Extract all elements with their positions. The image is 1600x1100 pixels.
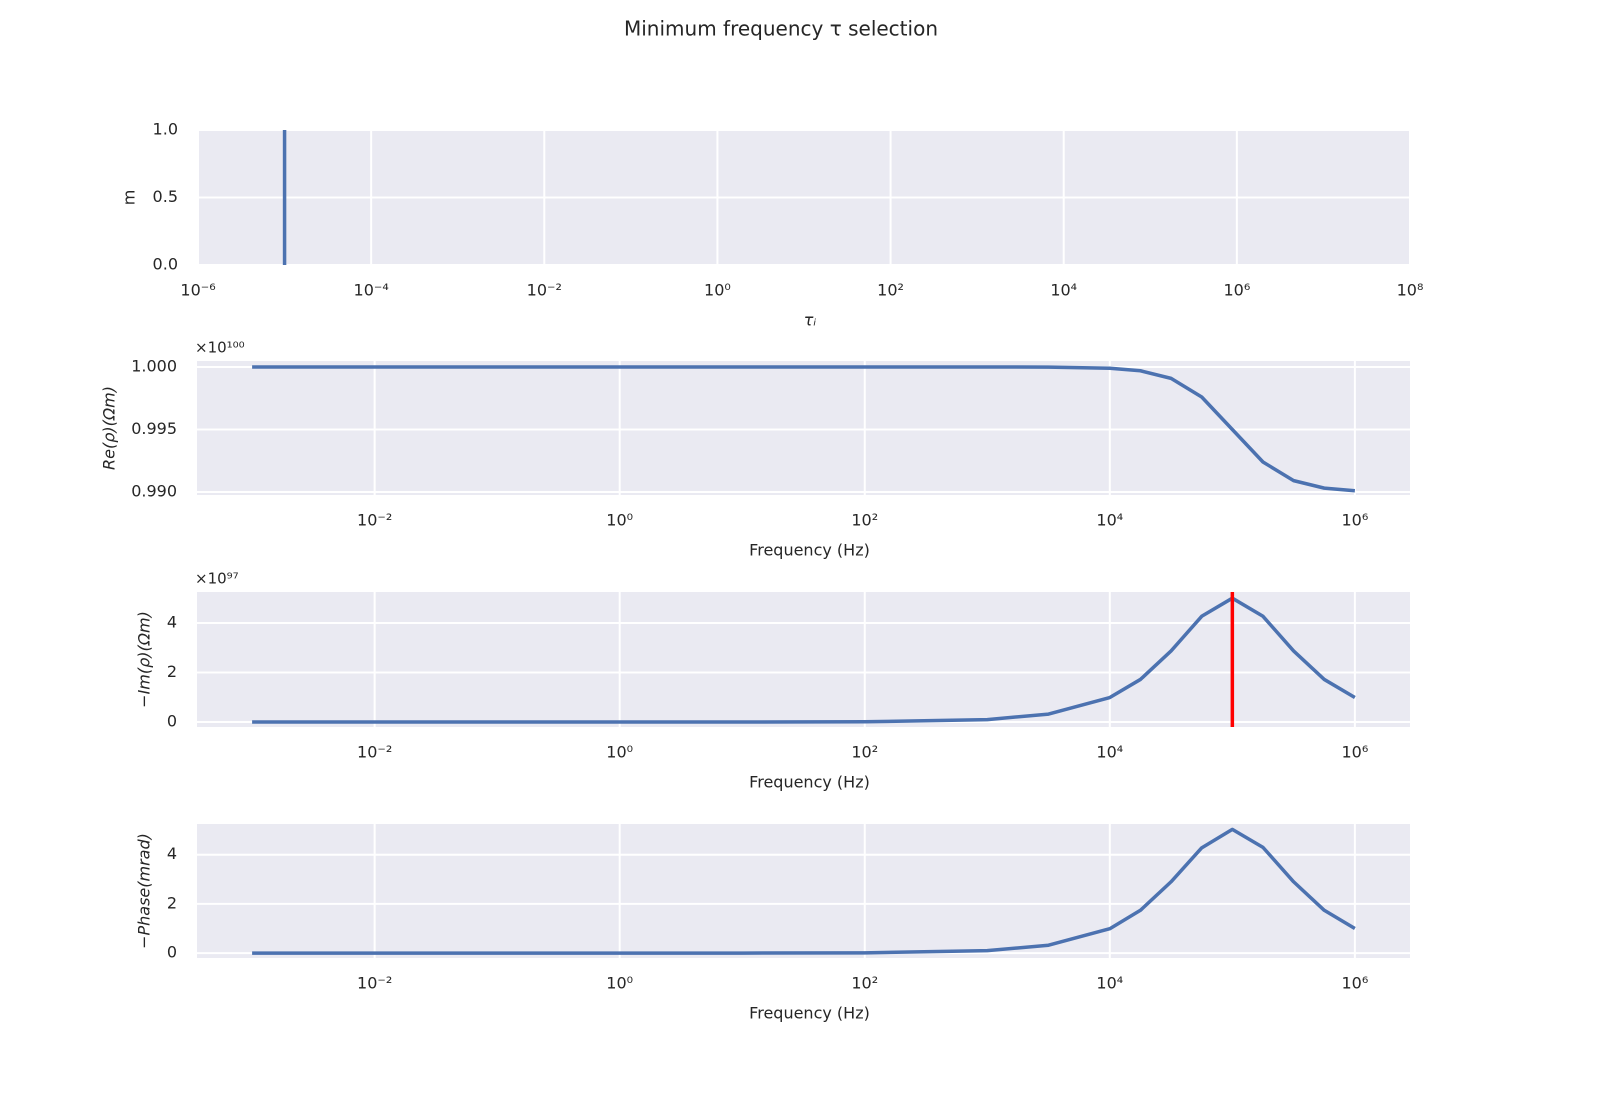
y-tick-label: 0.5 xyxy=(153,187,178,206)
x-tick-label: 10⁶ xyxy=(1341,743,1368,762)
y-axis-label: m xyxy=(120,190,139,206)
x-axis-label: Frequency (Hz) xyxy=(749,773,870,792)
y-offset-label: ×10¹⁰⁰ xyxy=(195,339,245,357)
data-line xyxy=(252,365,1356,493)
figure-title: Minimum frequency τ selection xyxy=(624,17,938,41)
x-tick-label: 10⁴ xyxy=(1096,743,1123,762)
x-axis-label: Frequency (Hz) xyxy=(749,1004,870,1023)
plot-area xyxy=(197,824,1410,958)
x-tick-label: 10⁻² xyxy=(527,281,562,300)
y-tick-label: 1.000 xyxy=(131,357,177,376)
x-tick-label: 10⁻⁶ xyxy=(180,281,215,300)
x-tick-label: 10² xyxy=(851,511,878,530)
plot-area xyxy=(197,361,1410,495)
x-tick-label: 10⁴ xyxy=(1050,281,1077,300)
x-tick-label: 10⁻² xyxy=(357,511,392,530)
x-axis-label: Frequency (Hz) xyxy=(749,541,870,560)
y-tick-label: 4 xyxy=(167,844,177,863)
x-tick-label: 10⁶ xyxy=(1223,281,1250,300)
y-tick-label: 4 xyxy=(167,612,177,631)
y-axis-label: −Im(ρ)(Ωm) xyxy=(135,611,154,708)
y-offset-label: ×10⁹⁷ xyxy=(195,570,239,588)
x-tick-label: 10⁰ xyxy=(606,974,633,993)
y-tick-label: 0.990 xyxy=(131,482,177,501)
x-tick-label: 10⁻² xyxy=(357,743,392,762)
x-tick-label: 10² xyxy=(851,974,878,993)
y-tick-label: 2 xyxy=(167,893,177,912)
y-tick-label: 0.0 xyxy=(153,255,178,274)
plot-area xyxy=(197,592,1410,727)
x-axis-label: τᵢ xyxy=(804,311,817,330)
y-tick-label: 1.0 xyxy=(153,120,178,139)
y-tick-label: 0 xyxy=(167,712,177,731)
x-tick-label: 10⁶ xyxy=(1341,974,1368,993)
y-tick-label: 0 xyxy=(167,943,177,962)
x-tick-label: 10⁶ xyxy=(1341,511,1368,530)
x-tick-label: 10⁰ xyxy=(606,743,633,762)
x-tick-label: 10⁻⁴ xyxy=(354,281,389,300)
x-tick-label: 10⁰ xyxy=(606,511,633,530)
y-axis-label: Re(ρ)(Ωm) xyxy=(100,386,119,470)
x-tick-label: 10⁴ xyxy=(1096,511,1123,530)
y-tick-label: 0.995 xyxy=(131,419,177,438)
x-tick-label: 10² xyxy=(877,281,904,300)
x-tick-label: 10² xyxy=(851,743,878,762)
x-tick-label: 10⁴ xyxy=(1096,974,1123,993)
data-line xyxy=(252,827,1356,955)
y-axis-label: −Phase(mrad) xyxy=(135,833,154,949)
x-tick-label: 10⁸ xyxy=(1397,281,1424,300)
y-tick-label: 2 xyxy=(167,662,177,681)
x-tick-label: 10⁻² xyxy=(357,974,392,993)
x-tick-label: 10⁰ xyxy=(704,281,731,300)
data-line xyxy=(252,596,1356,724)
